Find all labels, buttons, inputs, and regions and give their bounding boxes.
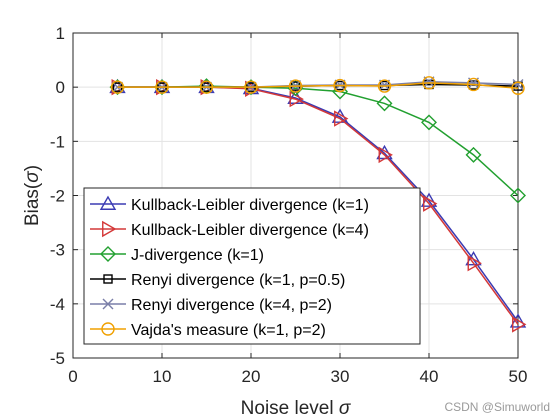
data-point (465, 146, 482, 163)
legend-item: Renyi divergence (k=1, p=0.5) (90, 272, 345, 289)
legend-item: Vajda's measure (k=1, p=2) (90, 322, 326, 339)
y-tick-label: -3 (50, 241, 65, 260)
series-6 (110, 76, 525, 95)
legend-label: Renyi divergence (k=1, p=0.5) (131, 272, 345, 289)
data-point (110, 80, 125, 94)
legend-label: Renyi divergence (k=4, p=2) (131, 297, 332, 314)
x-tick-label: 40 (420, 367, 439, 386)
data-point (288, 79, 303, 93)
y-tick-label: -4 (50, 295, 65, 314)
series-line (117, 82, 519, 89)
y-axis-label: Bias(σ) (22, 165, 43, 226)
legend-marker (102, 220, 117, 238)
legend: Kullback-Leibler divergence (k=1) Kullbac… (83, 187, 421, 345)
data-point (512, 316, 527, 333)
legend-item: Renyi divergence (k=4, p=2) (90, 297, 332, 314)
legend-label: Kullback-Leibler divergence (k=4) (131, 222, 369, 239)
legend-marker (103, 274, 113, 284)
legend-item: J-divergence (k=1) (90, 246, 264, 264)
data-point (289, 90, 304, 108)
legend-marker (100, 246, 116, 262)
data-point (378, 146, 393, 164)
y-tick-label: 0 (56, 78, 65, 97)
data-point (421, 114, 437, 131)
legend-marker (99, 195, 117, 210)
legend-label: J-divergence (k=1) (131, 247, 264, 264)
series-lines (109, 76, 527, 333)
data-point (423, 195, 438, 212)
data-point (511, 81, 525, 95)
data-point (155, 80, 169, 94)
legend-item: Kullback-Leibler divergence (k=1) (90, 195, 369, 214)
data-point (333, 78, 347, 93)
x-tick-label: 20 (242, 367, 261, 386)
data-point (199, 80, 214, 94)
y-tick-label: 1 (56, 24, 65, 43)
data-point (467, 255, 482, 272)
x-tick-label: 10 (153, 367, 172, 386)
legend-marker (101, 322, 115, 336)
y-tick-label: -5 (50, 349, 65, 368)
data-point (510, 187, 526, 204)
data-point (244, 80, 258, 94)
data-point (376, 95, 393, 112)
data-point (334, 110, 349, 127)
x-tick-label: 0 (68, 367, 77, 386)
x-axis-label: Noise level σ (241, 398, 352, 419)
y-tick-label: -1 (50, 132, 65, 151)
data-point (422, 76, 436, 90)
data-point (466, 77, 481, 92)
legend-item: Kullback-Leibler divergence (k=4) (90, 220, 369, 239)
data-point (377, 79, 392, 93)
legend-label: Vajda's measure (k=1, p=2) (131, 322, 326, 339)
legend-box (83, 187, 421, 345)
series-line (117, 85, 519, 197)
x-tick-label: 50 (509, 367, 528, 386)
series-3 (109, 78, 526, 204)
y-tick-label: -2 (50, 187, 65, 206)
legend-label: Kullback-Leibler divergence (k=1) (131, 197, 369, 214)
watermark: CSDN @Simuworld (444, 400, 550, 414)
x-tick-label: 30 (331, 367, 350, 386)
legend-marker (102, 298, 114, 310)
